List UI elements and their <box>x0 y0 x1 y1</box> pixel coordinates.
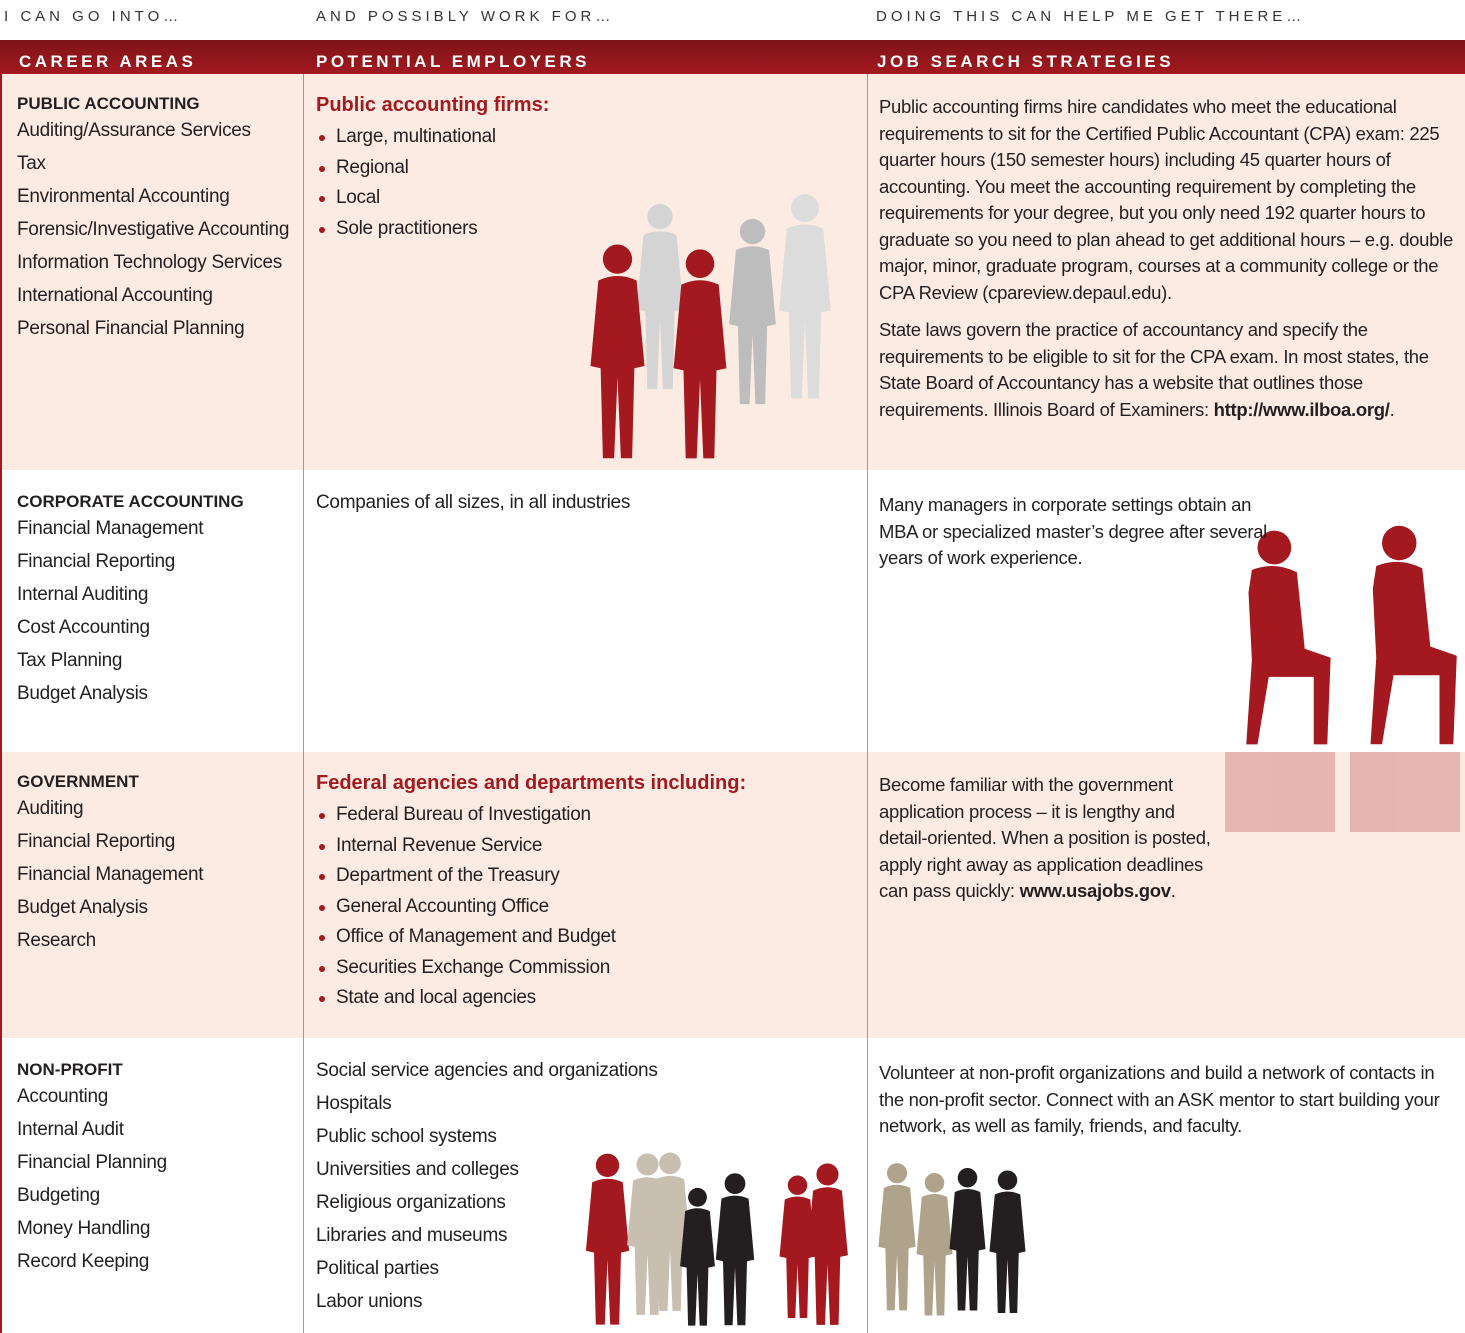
silhouette <box>989 1170 1026 1313</box>
area-item: Cost Accounting <box>17 617 150 638</box>
column-header: POTENTIAL EMPLOYERS <box>316 52 590 71</box>
area-item: Environmental Accounting <box>17 186 230 207</box>
area-item: Record Keeping <box>17 1251 150 1272</box>
employer-bullet: Internal Revenue Service <box>316 835 856 857</box>
silhouette <box>1370 525 1457 745</box>
employer-bullet: Large, multinational <box>316 126 856 148</box>
strategy-text: Volunteer at non-profit organizations an… <box>879 1062 1440 1136</box>
area-item: Auditing/Assurance Services <box>17 120 251 141</box>
area-title: GOVERNMENT <box>17 772 139 791</box>
column-header: JOB SEARCH STRATEGIES <box>877 52 1175 71</box>
area-item: Information Technology Services <box>17 252 282 273</box>
employer-bullet: Local <box>316 187 856 209</box>
area-item: Internal Audit <box>17 1119 124 1140</box>
strategies: Become familiar with the government appl… <box>879 772 1214 916</box>
area-item: Budgeting <box>17 1185 100 1206</box>
area-item: Money Handling <box>17 1218 151 1239</box>
area-item: Auditing <box>17 798 84 819</box>
employer-title: Federal agencies and departments includi… <box>316 772 747 794</box>
employer-bullet: State and local agencies <box>316 987 856 1009</box>
employer-item: Social service agencies and organization… <box>316 1060 658 1081</box>
strategy-text: Many managers in corporate settings obta… <box>879 494 1267 568</box>
intro-label: AND POSSIBLY WORK FOR… <box>316 8 615 25</box>
strategies: Many managers in corporate settings obta… <box>879 492 1269 583</box>
area-item: Personal Financial Planning <box>17 318 245 339</box>
area-title: NON-PROFIT <box>17 1060 123 1079</box>
employer-bullet: Federal Bureau of Investigation <box>316 804 856 826</box>
employers: Social service agencies and organization… <box>316 1060 856 1324</box>
area-item: Tax Planning <box>17 650 123 671</box>
strategy-text: State laws govern the practice of accoun… <box>879 319 1429 420</box>
employer-bullet: Regional <box>316 157 856 179</box>
employer-item: Religious organizations <box>316 1192 506 1213</box>
strategy-paragraph: Volunteer at non-profit organizations an… <box>879 1060 1459 1140</box>
strategy-paragraph: Many managers in corporate settings obta… <box>879 492 1269 572</box>
employer-item: Universities and colleges <box>316 1159 519 1180</box>
career-area: CORPORATE ACCOUNTING Financial Management… <box>17 492 292 716</box>
career-area: NON-PROFIT Accounting Internal Audit Financ… <box>17 1060 292 1284</box>
strategy-paragraph: Become familiar with the government appl… <box>879 772 1214 905</box>
header-bar <box>0 40 1465 74</box>
employer-bullet: General Accounting Office <box>316 896 856 918</box>
employer-item: Political parties <box>316 1258 439 1279</box>
column-rule <box>867 74 868 1333</box>
strategy-paragraph: Public accounting firms hire candidates … <box>879 94 1464 306</box>
area-title: CORPORATE ACCOUNTING <box>17 492 244 511</box>
silhouette <box>949 1168 986 1311</box>
strategy-text: Public accounting firms hire candidates … <box>879 96 1453 303</box>
career-area: PUBLIC ACCOUNTING Auditing/Assurance Serv… <box>17 94 292 351</box>
intro-label: I CAN GO INTO… <box>4 8 183 25</box>
strategy-text: . <box>1389 398 1395 420</box>
area-item: Tax <box>17 153 46 174</box>
column-header: CAREER AREAS <box>19 52 197 71</box>
employer-item: Labor unions <box>316 1291 423 1312</box>
area-item: Internal Auditing <box>17 584 149 605</box>
area-title: PUBLIC ACCOUNTING <box>17 94 200 113</box>
employer-item: Public school systems <box>316 1126 497 1147</box>
strategy-text: Become familiar with the government appl… <box>879 774 1211 901</box>
employer-bullet: Securities Exchange Commission <box>316 957 856 979</box>
employer-bullet: Office of Management and Budget <box>316 926 856 948</box>
area-item: Financial Management <box>17 518 204 539</box>
employers: Companies of all sizes, in all industrie… <box>316 492 856 525</box>
area-item: Research <box>17 930 96 951</box>
strategy-link: www.usajobs.gov <box>1019 880 1171 901</box>
career-area: GOVERNMENT Auditing Financial Reporting Fin… <box>17 772 292 963</box>
silhouette <box>878 1163 916 1311</box>
employers: Public accounting firms: Large, multinati… <box>316 94 856 248</box>
column-rule <box>303 74 304 1333</box>
employer-title: Public accounting firms: <box>316 94 550 116</box>
area-item: Forensic/Investigative Accounting <box>17 219 290 240</box>
strategy-text: . <box>1170 880 1176 901</box>
area-item: Financial Management <box>17 864 204 885</box>
employer-item: Libraries and museums <box>316 1225 508 1246</box>
area-item: Accounting <box>17 1086 109 1107</box>
area-item: International Accounting <box>17 285 213 306</box>
silhouette <box>916 1173 953 1316</box>
employer-item: Companies of all sizes, in all industrie… <box>316 492 631 513</box>
area-item: Budget Analysis <box>17 683 148 704</box>
employer-bullet: Sole practitioners <box>316 218 856 240</box>
strategy-paragraph: State laws govern the practice of accoun… <box>879 317 1464 423</box>
intro-label: DOING THIS CAN HELP ME GET THERE… <box>876 8 1306 25</box>
area-item: Budget Analysis <box>17 897 148 918</box>
employer-item: Hospitals <box>316 1093 392 1114</box>
strategies: Public accounting firms hire candidates … <box>879 94 1464 434</box>
strategy-link: http://www.ilboa.org/ <box>1213 398 1390 420</box>
left-rule <box>0 40 2 1333</box>
row-background <box>0 752 1465 1038</box>
area-item: Financial Reporting <box>17 831 175 852</box>
employer-bullet: Department of the Treasury <box>316 865 856 887</box>
strategies: Volunteer at non-profit organizations an… <box>879 1060 1459 1151</box>
area-item: Financial Planning <box>17 1152 167 1173</box>
area-item: Financial Reporting <box>17 551 175 572</box>
employers: Federal agencies and departments includi… <box>316 772 856 1018</box>
